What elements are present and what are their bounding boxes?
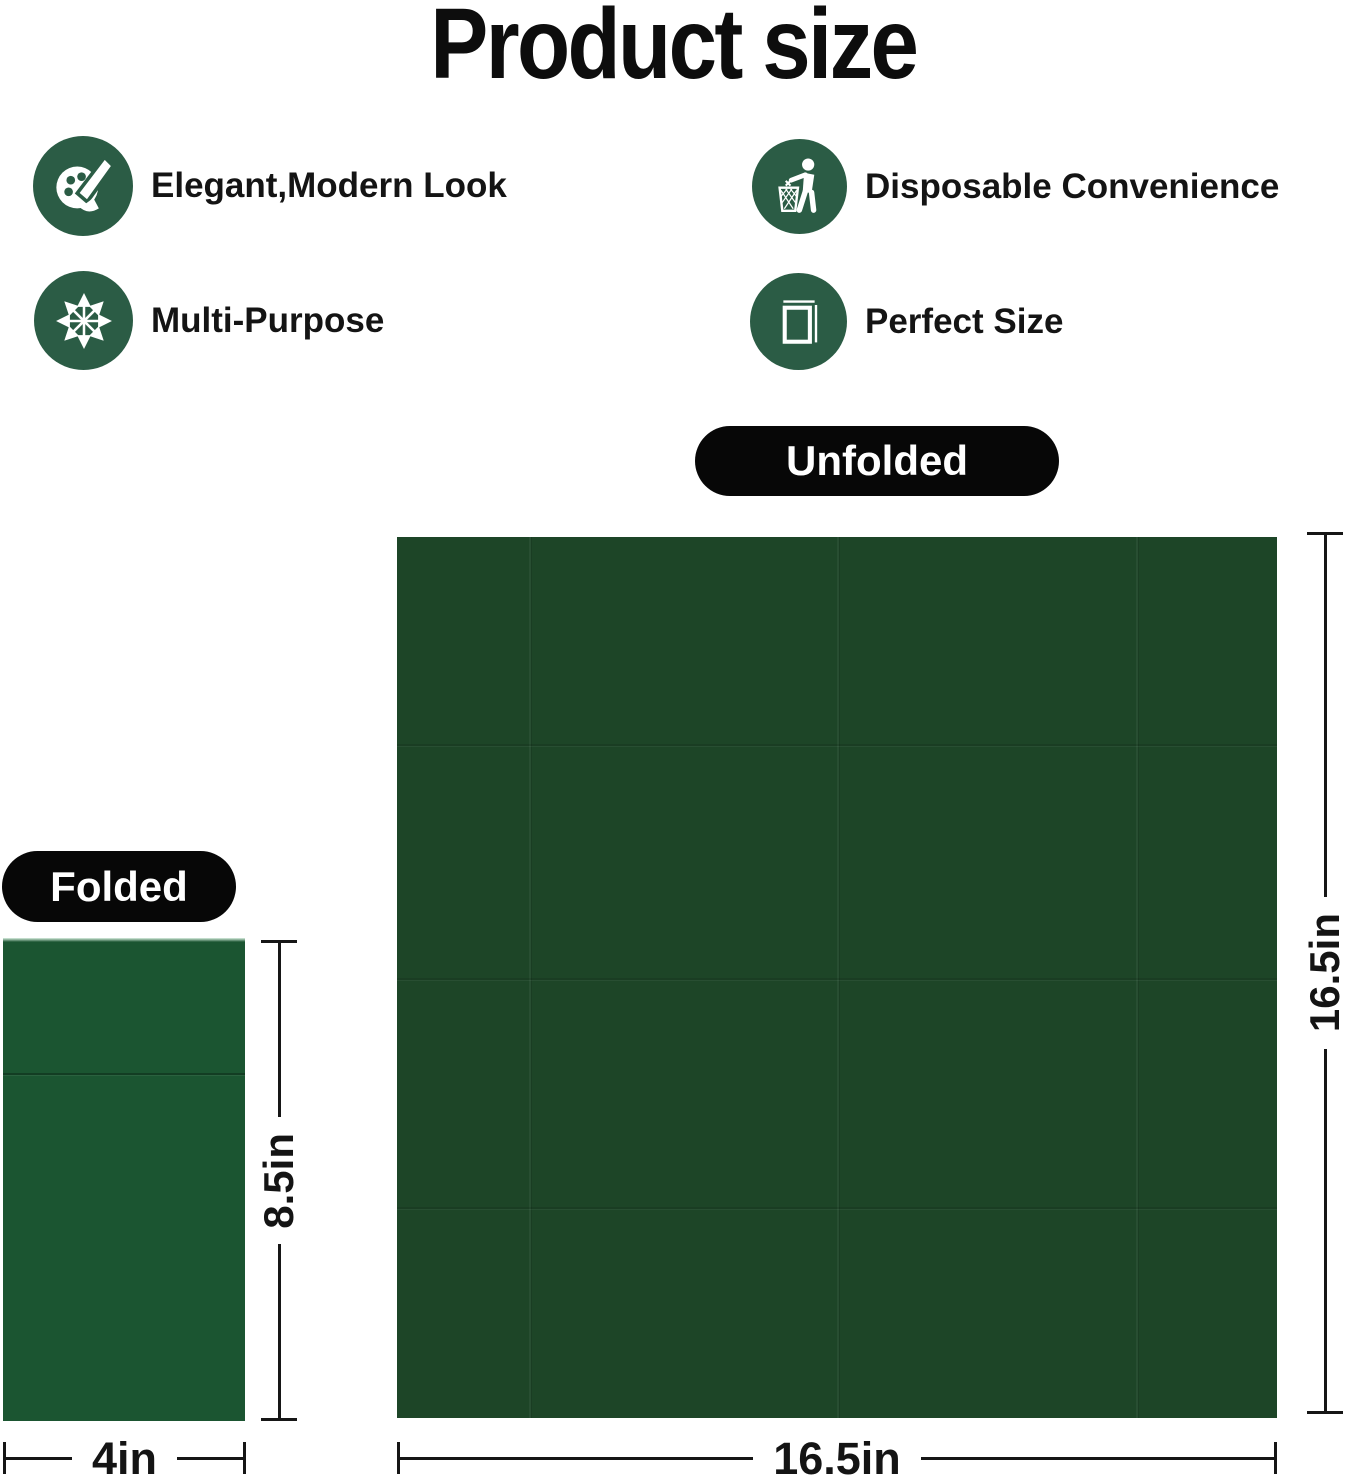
napkin-fold-line — [397, 977, 1277, 980]
folded-width-dimension: 4in — [3, 1436, 246, 1481]
dimension-end-cap — [397, 1442, 400, 1474]
unfolded-height-dimension: 16.5in — [1301, 532, 1347, 1415]
dimension-end-cap — [1307, 1411, 1343, 1415]
napkin-fold-line — [397, 744, 1277, 747]
dimension-line — [177, 1456, 243, 1460]
multi-purpose-icon — [34, 271, 133, 370]
dimension-end-cap — [261, 940, 297, 943]
feature-label: Disposable Convenience — [865, 166, 1280, 206]
folded-badge-label: Folded — [50, 862, 188, 910]
napkin-fold-line — [397, 1206, 1277, 1209]
dimension-end-cap — [3, 1442, 6, 1474]
unfolded-height-label: 16.5in — [1301, 913, 1347, 1033]
dimension-end-cap — [243, 1442, 246, 1474]
dimension-end-cap — [1274, 1442, 1278, 1474]
palette-icon — [33, 136, 133, 236]
dimension-line — [400, 1456, 754, 1460]
folded-badge: Folded — [2, 851, 236, 922]
folded-napkin — [3, 938, 245, 1421]
dimension-end-cap — [1307, 532, 1343, 535]
feature-disposable-convenience: Disposable Convenience — [752, 139, 1279, 234]
dimension-line — [277, 943, 281, 1117]
page-title: Product size — [430, 0, 920, 100]
feature-elegant-modern-look: Elegant,Modern Look — [33, 136, 507, 236]
unfolded-width-label: 16.5in — [773, 1432, 901, 1482]
dimension-line — [6, 1456, 72, 1460]
feature-label: Elegant,Modern Look — [151, 166, 507, 205]
napkin-fold-line — [837, 537, 839, 1418]
napkin-fold-line — [1136, 537, 1139, 1418]
dimension-line — [1323, 1048, 1327, 1412]
napkin-fold-line — [529, 537, 531, 1418]
feature-multi-purpose: Multi-Purpose — [34, 271, 384, 370]
unfolded-badge-label: Unfolded — [786, 437, 968, 484]
dimension-line — [277, 1244, 281, 1418]
unfolded-badge: Unfolded — [695, 426, 1059, 496]
napkin-fold-line — [3, 1073, 245, 1076]
feature-label: Perfect Size — [865, 301, 1064, 341]
folded-height-label: 8.5in — [255, 1132, 302, 1229]
disposal-icon — [752, 139, 847, 234]
perfect-size-icon — [750, 273, 847, 370]
napkin-top-highlight — [3, 938, 245, 942]
feature-label: Multi-Purpose — [151, 300, 385, 340]
unfolded-napkin — [397, 537, 1277, 1418]
folded-height-dimension: 8.5in — [255, 940, 302, 1421]
dimension-line — [1323, 535, 1327, 898]
dimension-end-cap — [261, 1418, 297, 1421]
folded-width-label: 4in — [91, 1432, 158, 1482]
feature-perfect-size: Perfect Size — [750, 273, 1063, 370]
unfolded-width-dimension: 16.5in — [397, 1436, 1278, 1481]
dimension-line — [920, 1456, 1275, 1460]
